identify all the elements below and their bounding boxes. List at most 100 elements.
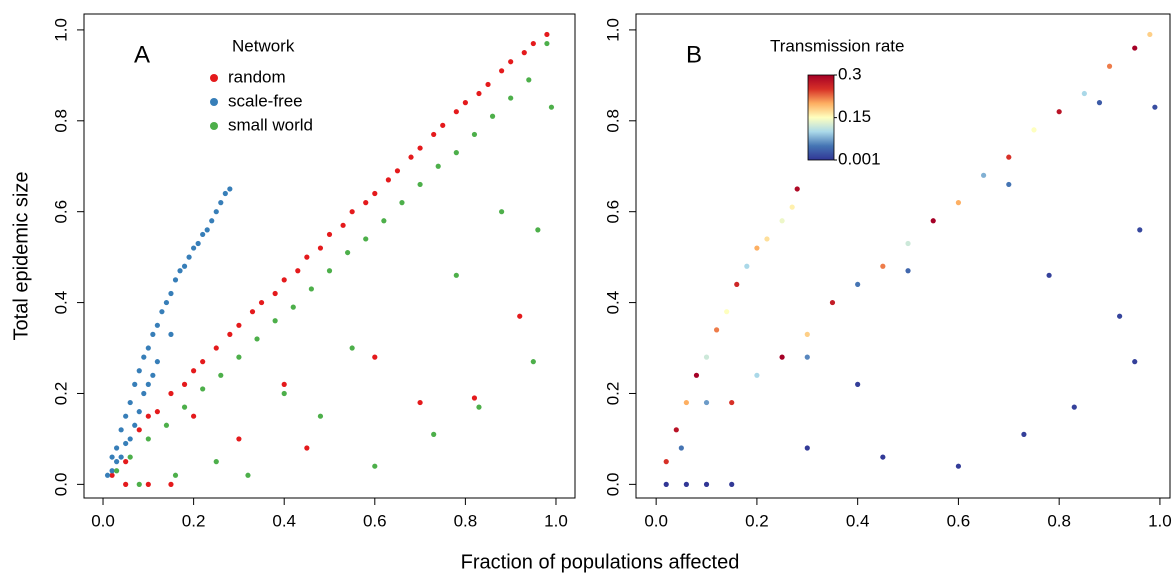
point — [499, 209, 505, 215]
point — [136, 368, 142, 374]
legend-label: small world — [228, 115, 313, 134]
point — [249, 309, 256, 315]
point — [118, 454, 124, 460]
point — [141, 390, 147, 397]
panel-label: B — [686, 41, 702, 68]
point — [1081, 90, 1087, 97]
point — [754, 245, 760, 251]
point — [308, 286, 314, 292]
point — [172, 472, 179, 478]
point — [1046, 272, 1052, 278]
point — [544, 31, 550, 38]
plot-frame — [83, 13, 576, 499]
point — [326, 268, 333, 274]
point — [408, 154, 414, 160]
x-axis-label: Fraction of populations affected — [461, 551, 740, 573]
y-tick-label: 0.8 — [603, 109, 622, 133]
x-tick-label: 1.0 — [1148, 511, 1172, 530]
point — [258, 299, 265, 306]
point — [855, 281, 861, 288]
point — [236, 354, 242, 360]
point — [290, 304, 296, 310]
point — [1147, 31, 1153, 38]
point — [181, 404, 188, 410]
point — [123, 481, 129, 487]
point — [789, 204, 795, 210]
point — [955, 200, 962, 206]
point — [172, 277, 179, 283]
point — [168, 331, 174, 337]
legend-label: scale-free — [228, 91, 303, 110]
point — [181, 263, 188, 269]
point — [431, 431, 437, 437]
point — [1132, 45, 1138, 51]
point — [779, 354, 785, 360]
point — [663, 481, 669, 487]
y-tick-label: 0.0 — [51, 473, 70, 497]
point — [136, 409, 142, 415]
point — [145, 345, 151, 351]
point — [109, 454, 115, 460]
legend-marker — [210, 98, 218, 106]
point — [123, 413, 129, 419]
point — [218, 200, 224, 206]
point — [191, 245, 197, 251]
point — [372, 354, 378, 360]
point — [281, 277, 287, 283]
point — [272, 318, 278, 324]
point — [471, 395, 478, 401]
point — [703, 354, 710, 360]
point — [145, 413, 151, 419]
point — [213, 459, 219, 465]
x-tick-label: 0.2 — [182, 511, 206, 530]
point — [132, 422, 138, 428]
point — [154, 322, 160, 328]
point — [1006, 181, 1012, 188]
x-tick-label: 0.2 — [745, 511, 769, 530]
x-tick-label: 1.0 — [544, 511, 568, 530]
point — [163, 299, 170, 306]
point — [118, 427, 124, 433]
point — [508, 95, 514, 101]
legend-marker — [210, 74, 218, 82]
y-tick-label: 0.4 — [51, 291, 70, 315]
point — [127, 454, 133, 460]
point — [804, 354, 810, 360]
point — [526, 77, 532, 83]
point — [345, 249, 351, 256]
point — [218, 372, 224, 378]
point — [508, 59, 514, 65]
point — [227, 186, 233, 192]
point — [453, 109, 459, 115]
point — [905, 240, 911, 247]
x-tick-label: 0.8 — [454, 511, 478, 530]
point — [254, 336, 260, 342]
point — [399, 200, 405, 206]
point — [195, 240, 201, 247]
colorbar-tick-label: 0.3 — [838, 64, 862, 83]
point — [340, 222, 346, 228]
point — [363, 236, 369, 242]
point — [109, 472, 115, 478]
y-tick-label: 0.6 — [51, 200, 70, 224]
point — [417, 145, 423, 151]
point — [744, 263, 750, 269]
point — [703, 399, 710, 406]
point — [114, 459, 120, 465]
point — [150, 331, 156, 337]
point — [499, 68, 505, 74]
point — [829, 299, 836, 306]
point — [1021, 431, 1027, 437]
panel-label: A — [134, 41, 150, 68]
point — [703, 481, 710, 487]
colorbar — [807, 74, 835, 161]
point — [191, 368, 197, 374]
point — [905, 268, 911, 274]
point — [141, 354, 147, 360]
point — [200, 231, 206, 238]
point — [177, 268, 183, 274]
point — [517, 313, 523, 319]
point — [855, 381, 861, 387]
y-tick-label: 0.8 — [51, 109, 70, 133]
point — [1096, 100, 1103, 106]
